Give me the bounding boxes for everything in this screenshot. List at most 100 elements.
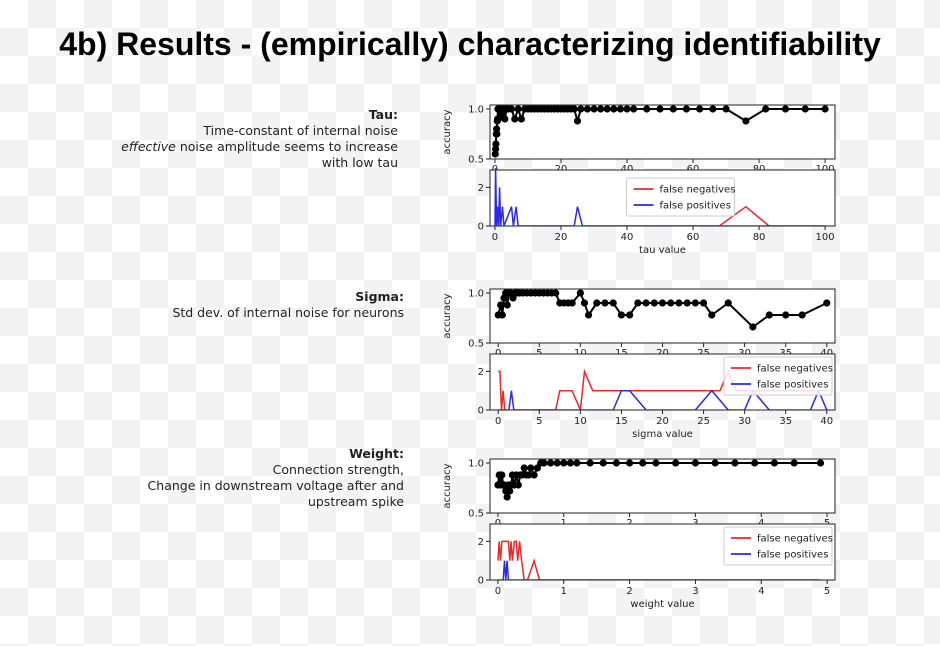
param-description-line: Connection strength, [60, 462, 404, 478]
param-description-tau: Tau: Time-constant of internal noise effec… [60, 107, 398, 171]
accuracy-data-point [790, 459, 798, 467]
param-description-weight: Weight: Connection strength, Change in dow… [60, 446, 404, 510]
param-description-line: Time-constant of internal noise [60, 123, 398, 139]
accuracy-data-point [634, 299, 642, 307]
accuracy-data-point [601, 299, 609, 307]
accuracy-data-point [616, 105, 625, 113]
accuracy-data-point [630, 105, 638, 113]
param-description-line: Std dev. of internal noise for neurons [60, 305, 404, 321]
x-axis-label: weight value [630, 599, 694, 610]
x-tick-label: 2 [626, 586, 632, 597]
legend-label: false negatives [660, 185, 736, 196]
x-tick-label: 60 [687, 232, 700, 243]
accuracy-data-point [770, 459, 779, 467]
accuracy-data-point [498, 311, 506, 319]
accuracy-data-point [612, 459, 621, 467]
accuracy-data-point [573, 117, 582, 125]
accuracy-data-point [609, 299, 617, 307]
accuracy-data-point [576, 289, 584, 297]
x-tick-label: 3 [692, 586, 698, 597]
accuracy-data-point [560, 459, 568, 467]
figure-tau: 0.51.0020406080100accuracy02020406080100… [442, 104, 836, 256]
x-tick-label: 4 [758, 586, 764, 597]
accuracy-data-point [782, 311, 790, 319]
x-tick-label: 20 [555, 232, 568, 243]
legend-label: false positives [757, 550, 828, 561]
accuracy-data-point [696, 105, 704, 113]
description-text: noise amplitude seems to increase [175, 139, 398, 154]
accuracy-data-point [506, 487, 514, 495]
y-tick-label: 0.5 [468, 339, 484, 350]
accuracy-data-point [503, 493, 511, 501]
description-text: upstream spike [307, 494, 404, 509]
y-axis-label: accuracy [442, 293, 453, 338]
accuracy-data-point [650, 299, 658, 307]
accuracy-data-point [672, 459, 680, 467]
param-name: Sigma: [355, 289, 404, 304]
accuracy-data-point [546, 459, 555, 467]
legend-label: false positives [660, 201, 731, 212]
accuracy-data-point [507, 105, 516, 113]
legend-label: false positives [757, 380, 828, 391]
accuracy-data-point [781, 105, 790, 113]
accuracy-data-point [527, 464, 535, 472]
legend-label: false negatives [757, 534, 833, 545]
accuracy-data-point [658, 299, 667, 307]
false-negatives-line [497, 540, 821, 580]
description-text: Time-constant of internal noise [203, 123, 398, 138]
description-text: Connection strength, [272, 462, 404, 477]
accuracy-data-point [583, 105, 591, 113]
y-tick-label: 2 [478, 367, 484, 378]
x-tick-label: 15 [615, 416, 628, 427]
accuracy-data-point [751, 459, 759, 467]
y-tick-label: 0.5 [468, 509, 484, 520]
accuracy-data-point [639, 459, 647, 467]
accuracy-data-point [517, 115, 525, 123]
x-tick-label: 10 [574, 416, 587, 427]
accuracy-data-point [691, 299, 699, 307]
y-tick-label: 0 [478, 406, 484, 417]
description-text: Change in downstream voltage after and [147, 478, 404, 493]
x-tick-label: 0 [492, 232, 498, 243]
accuracy-data-point [816, 459, 825, 467]
param-name: Weight: [349, 446, 404, 461]
accuracy-data-point [626, 311, 634, 319]
param-name: Tau: [368, 107, 398, 122]
accuracy-data-point [573, 459, 581, 467]
y-tick-label: 0 [478, 222, 484, 233]
accuracy-data-point [552, 289, 560, 297]
x-tick-label: 20 [656, 416, 669, 427]
x-tick-label: 100 [816, 232, 835, 243]
accuracy-data-point [709, 105, 717, 113]
accuracy-data-point [642, 299, 650, 307]
y-tick-label: 1.0 [468, 105, 484, 116]
figure-weight: 0.51.0012345accuracy02012345weight value… [442, 458, 836, 610]
accuracy-data-point [530, 471, 538, 479]
accuracy-data-point [503, 301, 511, 309]
y-axis-label: accuracy [442, 109, 453, 154]
accuracy-data-point [683, 299, 691, 307]
y-tick-label: 2 [478, 537, 484, 548]
accuracy-data-point [514, 481, 522, 489]
description-text: with low tau [321, 155, 398, 170]
accuracy-data-point [675, 299, 683, 307]
x-tick-label: 5 [536, 416, 542, 427]
accuracy-data-point [596, 105, 605, 113]
false-negatives-line [495, 205, 826, 226]
accuracy-data-point [798, 311, 806, 319]
accuracy-axes-frame [489, 104, 836, 160]
accuracy-data-point [593, 299, 601, 307]
x-tick-label: 25 [697, 416, 710, 427]
accuracy-data-point [540, 459, 548, 467]
accuracy-data-point [603, 105, 611, 113]
accuracy-data-point [708, 311, 716, 319]
accuracy-data-point [823, 299, 831, 307]
y-tick-label: 1.0 [468, 459, 484, 470]
accuracy-data-point [580, 299, 589, 307]
accuracy-data-point [682, 105, 691, 113]
accuracy-data-point [511, 115, 519, 123]
accuracy-data-point [553, 459, 561, 467]
y-axis-label: accuracy [442, 463, 453, 508]
x-tick-label: 35 [779, 416, 792, 427]
x-tick-label: 0 [495, 416, 501, 427]
